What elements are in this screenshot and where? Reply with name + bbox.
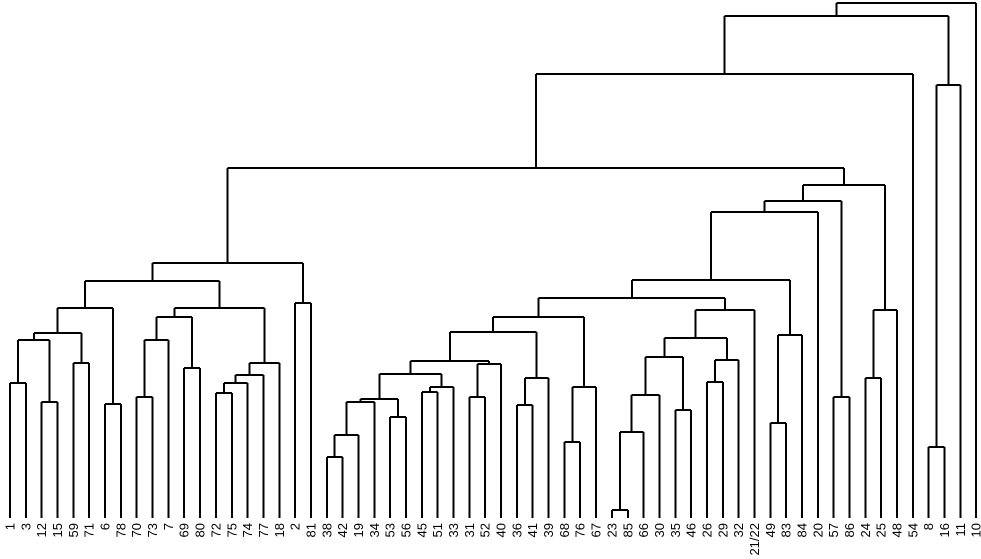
leaf-label: 1 (3, 523, 18, 530)
leaf-label: 6 (98, 523, 113, 530)
leaf-label: 15 (50, 523, 65, 537)
leaf-label: 84 (795, 523, 810, 537)
leaf-label: 23 (604, 523, 619, 537)
leaf-label: 81 (303, 523, 318, 537)
leaf-label: 18 (272, 523, 287, 537)
leaf-label: 32 (731, 523, 746, 537)
leaf-label: 33 (446, 523, 461, 537)
leaf-label: 80 (193, 523, 208, 537)
leaf-label: 69 (177, 523, 192, 537)
leaf-label: 34 (367, 523, 382, 537)
leaf-label: 78 (113, 523, 128, 537)
leaf-label: 46 (684, 523, 699, 537)
leaf-label: 36 (509, 523, 524, 537)
leaf-label: 35 (668, 523, 683, 537)
leaf-label: 25 (874, 523, 889, 537)
leaf-label: 52 (478, 523, 493, 537)
leaf-label: 12 (34, 523, 49, 537)
leaf-label: 38 (319, 523, 334, 537)
leaf-label: 42 (335, 523, 350, 537)
leaf-label: 70 (129, 523, 144, 537)
leaf-label: 16 (937, 523, 952, 537)
leaf-label: 31 (462, 523, 477, 537)
leaf-label: 3 (18, 523, 33, 530)
leaf-label: 51 (430, 523, 445, 537)
leaf-label: 7 (161, 523, 176, 530)
leaf-label: 59 (66, 523, 81, 537)
leaf-label: 26 (699, 523, 714, 537)
leaf-label: 24 (858, 523, 873, 537)
leaf-label: 11 (953, 523, 968, 537)
leaf-label: 83 (779, 523, 794, 537)
leaf-label: 56 (399, 523, 414, 537)
leaf-label: 74 (240, 523, 255, 537)
leaf-label: 76 (573, 523, 588, 537)
leaf-label: 10 (969, 523, 981, 537)
leaf-label: 85 (620, 523, 635, 537)
leaf-label: 48 (890, 523, 905, 537)
leaf-label: 30 (652, 523, 667, 537)
leaf-label: 72 (208, 523, 223, 537)
leaf-label: 39 (541, 523, 556, 537)
leaf-label: 19 (351, 523, 366, 537)
leaf-label: 54 (905, 523, 920, 537)
leaf-label: 77 (256, 523, 271, 537)
leaf-label: 49 (763, 523, 778, 537)
leaf-label: 66 (636, 523, 651, 537)
leaf-label: 29 (715, 523, 730, 537)
leaf-label: 41 (525, 523, 540, 537)
leaf-label: 67 (589, 523, 604, 537)
leaf-label: 8 (921, 523, 936, 530)
leaf-label: 21/22 (747, 523, 762, 556)
leaf-label: 71 (82, 523, 97, 537)
leaf-label: 86 (842, 523, 857, 537)
leaf-label: 20 (810, 523, 825, 537)
leaf-label: 53 (383, 523, 398, 537)
leaf-label: 57 (826, 523, 841, 537)
leaf-label: 45 (414, 523, 429, 537)
leaf-label: 40 (494, 523, 509, 537)
leaf-label: 73 (145, 523, 160, 537)
leaf-label: 2 (288, 523, 303, 530)
leaf-label: 75 (224, 523, 239, 537)
leaf-label: 68 (557, 523, 572, 537)
